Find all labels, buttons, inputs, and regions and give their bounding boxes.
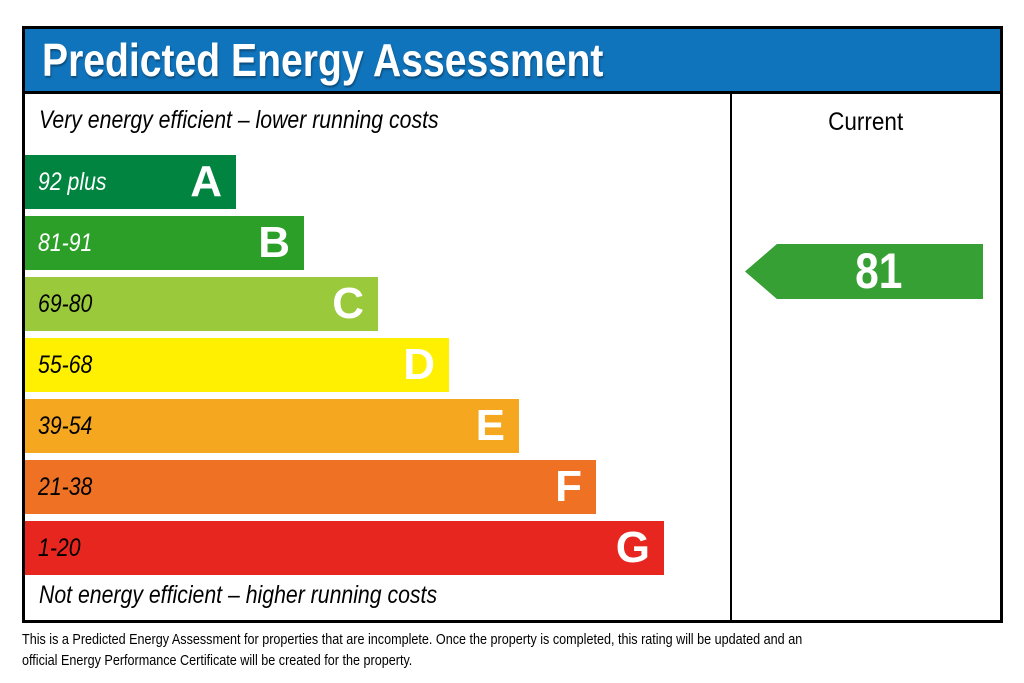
certificate-box: Predicted Energy Assessment Very energy … bbox=[22, 26, 1003, 623]
bottom-caption: Not energy efficient – higher running co… bbox=[39, 581, 507, 610]
disclaimer-line-1: This is a Predicted Energy Assessment fo… bbox=[22, 631, 803, 648]
band-a-letter: A bbox=[190, 157, 222, 206]
current-header-text: Current bbox=[828, 108, 904, 136]
disclaimer-text: This is a Predicted Energy Assessment fo… bbox=[22, 629, 951, 671]
band-c-letter: C bbox=[332, 279, 364, 328]
title-bar: Predicted Energy Assessment bbox=[25, 29, 1000, 94]
current-rating-arrow: 81 bbox=[745, 244, 983, 299]
chart-content: Very energy efficient – lower running co… bbox=[25, 94, 1000, 620]
band-a-range: 92 plus bbox=[38, 167, 107, 196]
band-d: 55-68 D bbox=[25, 338, 449, 392]
band-a: 92 plus A bbox=[25, 155, 236, 209]
band-e-range: 39-54 bbox=[38, 411, 93, 440]
band-d-range: 55-68 bbox=[38, 350, 93, 379]
disclaimer-line-2: official Energy Performance Certificate … bbox=[22, 652, 413, 669]
current-column-header: Current bbox=[732, 94, 1000, 137]
band-e: 39-54 E bbox=[25, 399, 519, 453]
band-c: 69-80 C bbox=[25, 277, 378, 331]
band-e-letter: E bbox=[475, 401, 505, 450]
band-g-range: 1-20 bbox=[38, 533, 81, 562]
page-title: Predicted Energy Assessment bbox=[42, 34, 604, 86]
band-f-range: 21-38 bbox=[38, 472, 93, 501]
band-f-letter: F bbox=[555, 462, 582, 511]
band-g: 1-20 G bbox=[25, 521, 664, 575]
band-c-range: 69-80 bbox=[38, 289, 93, 318]
band-g-letter: G bbox=[615, 523, 650, 572]
current-rating-value: 81 bbox=[855, 243, 903, 299]
current-rating-column: Current bbox=[730, 94, 1000, 620]
top-caption: Very energy efficient – lower running co… bbox=[39, 106, 509, 135]
band-d-letter: D bbox=[403, 340, 435, 389]
band-b-range: 81-91 bbox=[38, 228, 93, 257]
band-b-letter: B bbox=[258, 218, 290, 267]
band-b: 81-91 B bbox=[25, 216, 304, 270]
rating-scale-column: Very energy efficient – lower running co… bbox=[25, 94, 730, 620]
top-caption-text: Very energy efficient – lower running co… bbox=[39, 106, 439, 134]
band-f: 21-38 F bbox=[25, 460, 596, 514]
bottom-caption-text: Not energy efficient – higher running co… bbox=[39, 581, 438, 609]
